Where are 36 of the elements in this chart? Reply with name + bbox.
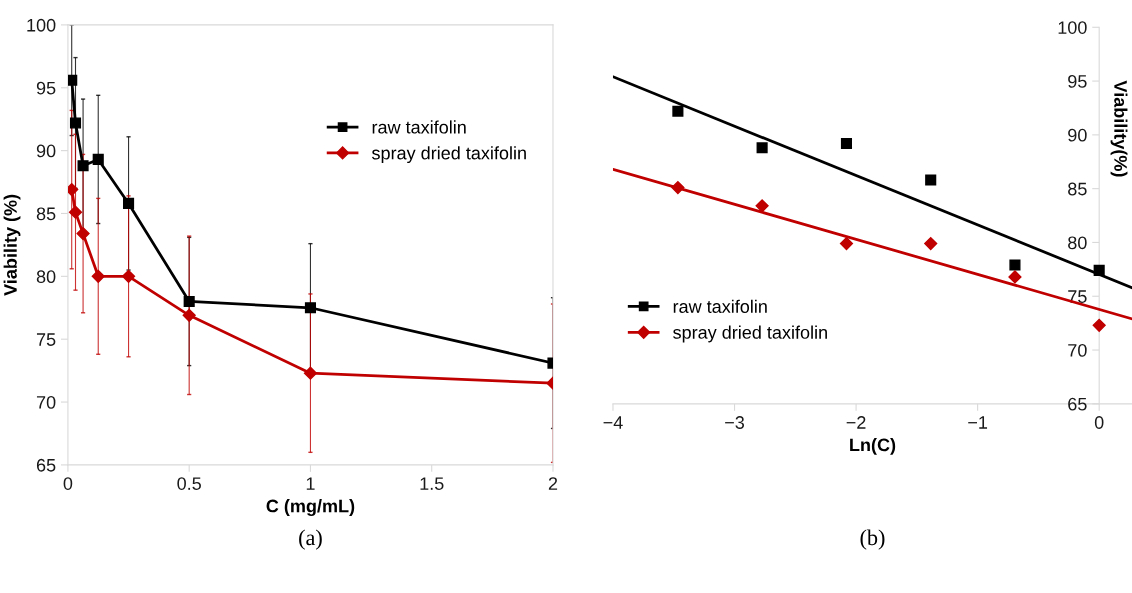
text: (a) <box>299 529 322 550</box>
x-tick-label: 0 <box>1094 416 1104 429</box>
y2-axis-title: Viability(%) <box>1110 80 1128 177</box>
legend-label: spray dried taxifolin <box>673 325 827 343</box>
legend-label: spray dried taxifolin <box>371 146 526 164</box>
y2-tick-label: 65 <box>1068 397 1087 411</box>
y-axis-title: Viability (%) <box>3 194 21 296</box>
y2-tick-label: 75 <box>1068 290 1087 303</box>
x-tick-label: −2 <box>846 416 866 429</box>
x-axis-title: C (mg/mL) <box>266 499 355 517</box>
x-axis-title: Ln(C) <box>850 438 896 455</box>
x-tick-label: 0.5 <box>177 477 201 490</box>
y-tick-label: 90 <box>36 144 56 158</box>
y-tick-label: 95 <box>36 81 56 95</box>
x-tick-label: 1 <box>306 477 315 490</box>
x-tick-label: −4 <box>603 416 623 429</box>
legend-label: raw taxifolin <box>372 120 466 134</box>
y2-tick-label: 90 <box>1068 128 1087 142</box>
x-tick-label: −1 <box>968 416 988 429</box>
text: (b) <box>860 529 885 550</box>
y-tick-label: 75 <box>36 333 56 346</box>
y2-tick-label: 70 <box>1068 343 1087 357</box>
x-tick-label: 0 <box>63 477 73 490</box>
y2-tick-label: 85 <box>1068 182 1087 196</box>
legend-label: raw taxifolin <box>673 299 767 313</box>
y-tick-label: 80 <box>36 270 56 284</box>
x-tick-label: 1.5 <box>420 477 444 490</box>
y2-tick-label: 100 <box>1058 21 1087 34</box>
x-tick-label: −3 <box>725 416 745 429</box>
y2-tick-label: 80 <box>1068 236 1087 250</box>
x-tick-label: 2 <box>548 477 558 490</box>
y-tick-label: 85 <box>36 207 56 221</box>
y-tick-label: 65 <box>36 458 56 472</box>
y2-tick-label: 95 <box>1068 75 1087 88</box>
y-tick-label: 100 <box>27 18 56 32</box>
y-tick-label: 70 <box>36 395 56 409</box>
